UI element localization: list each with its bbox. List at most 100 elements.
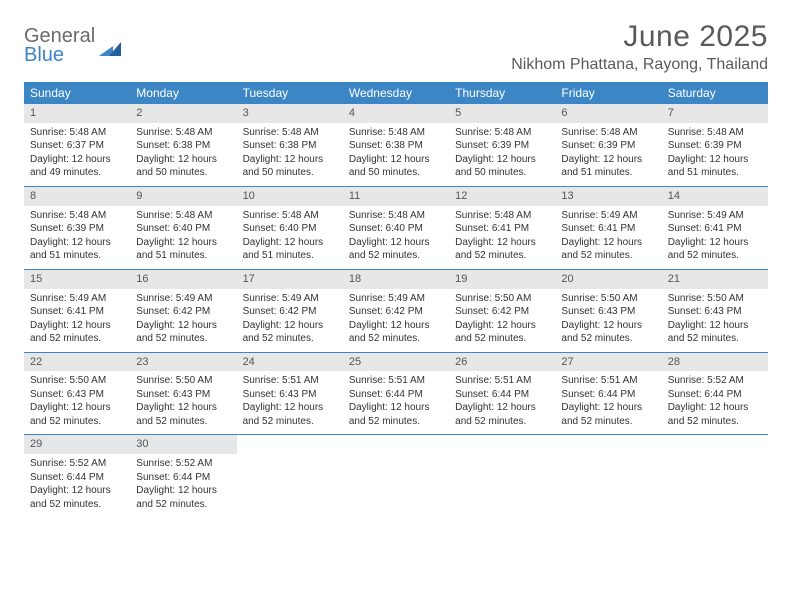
day-number: 18 xyxy=(343,270,449,289)
calendar-cell: 28Sunrise: 5:52 AMSunset: 6:44 PMDayligh… xyxy=(662,353,768,435)
day-header: Thursday xyxy=(449,82,555,104)
daylight-line: Daylight: 12 hours and 52 minutes. xyxy=(243,319,337,346)
day-number: 22 xyxy=(24,353,130,372)
daylight-line: Daylight: 12 hours and 49 minutes. xyxy=(30,153,124,180)
sunset-line: Sunset: 6:44 PM xyxy=(668,388,762,402)
sunrise-line: Sunrise: 5:51 AM xyxy=(349,374,443,388)
calendar-cell: 18 Sunrise: 5:49 AMSunset: 6:42 PMDayligh… xyxy=(343,270,449,352)
sunset-line: Sunset: 6:44 PM xyxy=(30,471,124,485)
calendar-cell: 10Sunrise: 5:48 AMSunset: 6:40 PMDayligh… xyxy=(237,187,343,269)
sunrise-line: Sunrise: 5:49 AM xyxy=(349,292,443,306)
day-number: 27 xyxy=(555,353,661,372)
calendar-cell: 9Sunrise: 5:48 AMSunset: 6:40 PMDaylight… xyxy=(130,187,236,269)
day-body: Sunrise: 5:50 AMSunset: 6:43 PMDaylight:… xyxy=(555,292,661,346)
daylight-line: Daylight: 12 hours and 52 minutes. xyxy=(455,319,549,346)
sunset-line: Sunset: 6:41 PM xyxy=(455,222,549,236)
day-number: 20 xyxy=(555,270,661,289)
sunrise-line: Sunrise: 5:48 AM xyxy=(30,209,124,223)
calendar-week: 29Sunrise: 5:52 AMSunset: 6:44 PMDayligh… xyxy=(24,435,768,517)
daylight-line: Daylight: 12 hours and 52 minutes. xyxy=(30,401,124,428)
calendar-cell xyxy=(449,435,555,517)
sunrise-line: Sunrise: 5:48 AM xyxy=(455,126,549,140)
sunset-line: Sunset: 6:38 PM xyxy=(136,139,230,153)
sunrise-line: Sunrise: 5:51 AM xyxy=(561,374,655,388)
day-body: Sunrise: 5:48 AMSunset: 6:38 PMDaylight:… xyxy=(343,126,449,180)
calendar-cell: 19Sunrise: 5:50 AMSunset: 6:42 PMDayligh… xyxy=(449,270,555,352)
day-number: 17 xyxy=(237,270,343,289)
sunset-line: Sunset: 6:42 PM xyxy=(136,305,230,319)
calendar-cell xyxy=(662,435,768,517)
day-number: 12 xyxy=(449,187,555,206)
sunset-line: Sunset: 6:42 PM xyxy=(243,305,337,319)
sunset-line: Sunset: 6:44 PM xyxy=(455,388,549,402)
day-number: 2 xyxy=(130,104,236,123)
calendar-cell xyxy=(555,435,661,517)
day-body: Sunrise: 5:50 AMSunset: 6:43 PMDaylight:… xyxy=(662,292,768,346)
day-body: Sunrise: 5:48 AMSunset: 6:38 PMDaylight:… xyxy=(237,126,343,180)
day-body: Sunrise: 5:48 AMSunset: 6:39 PMDaylight:… xyxy=(662,126,768,180)
month-title: June 2025 xyxy=(511,20,768,54)
daylight-line: Daylight: 12 hours and 52 minutes. xyxy=(455,236,549,263)
day-number: 21 xyxy=(662,270,768,289)
sunrise-line: Sunrise: 5:48 AM xyxy=(30,126,124,140)
brand-line2: Blue xyxy=(24,45,95,65)
sunset-line: Sunset: 6:41 PM xyxy=(561,222,655,236)
daylight-line: Daylight: 12 hours and 51 minutes. xyxy=(668,153,762,180)
sunrise-line: Sunrise: 5:48 AM xyxy=(243,209,337,223)
sunset-line: Sunset: 6:39 PM xyxy=(455,139,549,153)
day-body: Sunrise: 5:49 AMSunset: 6:42 PMDaylight:… xyxy=(237,292,343,346)
sunset-line: Sunset: 6:44 PM xyxy=(349,388,443,402)
calendar-day-headers: SundayMondayTuesdayWednesdayThursdayFrid… xyxy=(24,82,768,104)
day-number: 16 xyxy=(130,270,236,289)
sunset-line: Sunset: 6:41 PM xyxy=(30,305,124,319)
daylight-line: Daylight: 12 hours and 52 minutes. xyxy=(243,401,337,428)
sunset-line: Sunset: 6:43 PM xyxy=(136,388,230,402)
daylight-line: Daylight: 12 hours and 50 minutes. xyxy=(455,153,549,180)
day-number: 11 xyxy=(343,187,449,206)
day-number: 3 xyxy=(237,104,343,123)
calendar-cell: 20 Sunrise: 5:50 AMSunset: 6:43 PMDayligh… xyxy=(555,270,661,352)
day-body: Sunrise: 5:52 AMSunset: 6:44 PMDaylight:… xyxy=(24,457,130,511)
day-body: Sunrise: 5:49 AMSunset: 6:41 PMDaylight:… xyxy=(662,209,768,263)
sunrise-line: Sunrise: 5:49 AM xyxy=(243,292,337,306)
calendar-cell: 15Sunrise: 5:49 AMSunset: 6:41 PMDayligh… xyxy=(24,270,130,352)
day-number: 9 xyxy=(130,187,236,206)
sunset-line: Sunset: 6:39 PM xyxy=(668,139,762,153)
sunset-line: Sunset: 6:44 PM xyxy=(561,388,655,402)
day-number: 13 xyxy=(555,187,661,206)
sunrise-line: Sunrise: 5:50 AM xyxy=(30,374,124,388)
calendar-week: 15Sunrise: 5:49 AMSunset: 6:41 PMDayligh… xyxy=(24,270,768,353)
day-body: Sunrise: 5:49 AMSunset: 6:41 PMDaylight:… xyxy=(555,209,661,263)
calendar-cell: 7Sunrise: 5:48 AMSunset: 6:39 PMDaylight… xyxy=(662,104,768,186)
day-body: Sunrise: 5:48 AMSunset: 6:39 PMDaylight:… xyxy=(449,126,555,180)
sunrise-line: Sunrise: 5:48 AM xyxy=(561,126,655,140)
calendar-cell: 21 Sunrise: 5:50 AMSunset: 6:43 PMDayligh… xyxy=(662,270,768,352)
day-header: Sunday xyxy=(24,82,130,104)
daylight-line: Daylight: 12 hours and 52 minutes. xyxy=(561,401,655,428)
calendar-cell: 25Sunrise: 5:51 AMSunset: 6:44 PMDayligh… xyxy=(343,353,449,435)
calendar: SundayMondayTuesdayWednesdayThursdayFrid… xyxy=(24,82,768,517)
daylight-line: Daylight: 12 hours and 52 minutes. xyxy=(136,401,230,428)
day-body: Sunrise: 5:52 AMSunset: 6:44 PMDaylight:… xyxy=(130,457,236,511)
daylight-line: Daylight: 12 hours and 52 minutes. xyxy=(136,484,230,511)
sunrise-line: Sunrise: 5:50 AM xyxy=(136,374,230,388)
calendar-cell: 4Sunrise: 5:48 AMSunset: 6:38 PMDaylight… xyxy=(343,104,449,186)
sunrise-line: Sunrise: 5:50 AM xyxy=(668,292,762,306)
daylight-line: Daylight: 12 hours and 52 minutes. xyxy=(561,236,655,263)
calendar-cell: 8Sunrise: 5:48 AMSunset: 6:39 PMDaylight… xyxy=(24,187,130,269)
sunset-line: Sunset: 6:37 PM xyxy=(30,139,124,153)
daylight-line: Daylight: 12 hours and 52 minutes. xyxy=(136,319,230,346)
daylight-line: Daylight: 12 hours and 52 minutes. xyxy=(349,401,443,428)
sunset-line: Sunset: 6:38 PM xyxy=(243,139,337,153)
calendar-cell: 16Sunrise: 5:49 AMSunset: 6:42 PMDayligh… xyxy=(130,270,236,352)
day-body: Sunrise: 5:49 AMSunset: 6:42 PMDaylight:… xyxy=(343,292,449,346)
brand-logo: General Blue xyxy=(24,20,121,65)
calendar-cell: 5Sunrise: 5:48 AMSunset: 6:39 PMDaylight… xyxy=(449,104,555,186)
day-body: Sunrise: 5:50 AMSunset: 6:43 PMDaylight:… xyxy=(130,374,236,428)
sunset-line: Sunset: 6:39 PM xyxy=(30,222,124,236)
sunrise-line: Sunrise: 5:51 AM xyxy=(455,374,549,388)
day-number: 6 xyxy=(555,104,661,123)
day-number: 10 xyxy=(237,187,343,206)
day-header: Wednesday xyxy=(343,82,449,104)
daylight-line: Daylight: 12 hours and 50 minutes. xyxy=(243,153,337,180)
